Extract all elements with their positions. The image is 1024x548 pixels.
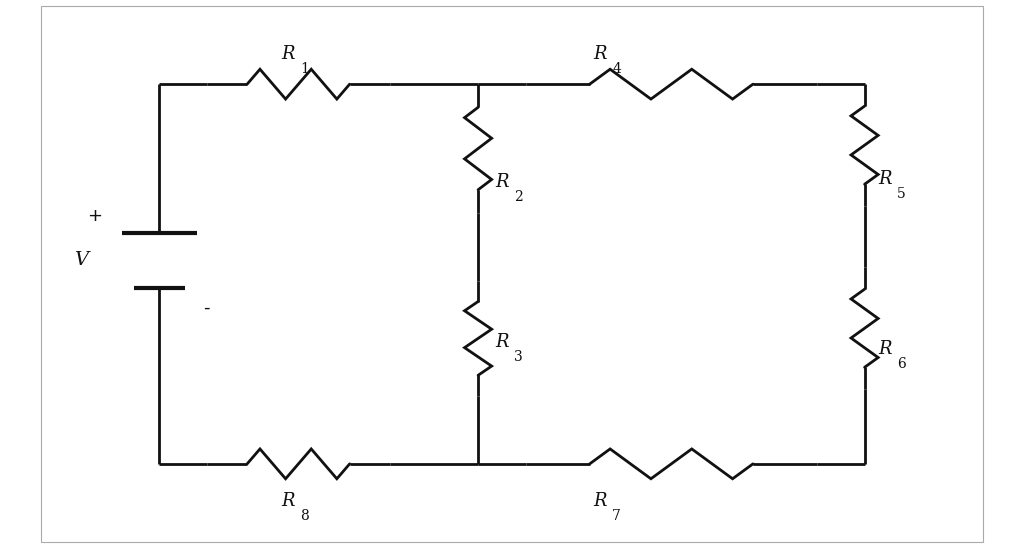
Text: R: R <box>593 492 607 510</box>
Text: R: R <box>495 333 509 351</box>
Text: 2: 2 <box>514 190 523 204</box>
Text: V: V <box>75 252 88 270</box>
Text: R: R <box>282 44 295 62</box>
Text: 6: 6 <box>897 357 906 370</box>
Text: 5: 5 <box>897 187 906 201</box>
Text: R: R <box>495 174 509 191</box>
Text: +: + <box>87 207 102 225</box>
Text: 7: 7 <box>612 509 622 523</box>
Text: 3: 3 <box>514 350 523 364</box>
Text: R: R <box>879 170 892 188</box>
Text: 1: 1 <box>300 61 309 76</box>
Text: -: - <box>204 299 210 317</box>
Text: R: R <box>879 340 892 358</box>
Text: 4: 4 <box>612 61 622 76</box>
Text: R: R <box>282 492 295 510</box>
Text: R: R <box>593 44 607 62</box>
Text: 8: 8 <box>300 509 309 523</box>
